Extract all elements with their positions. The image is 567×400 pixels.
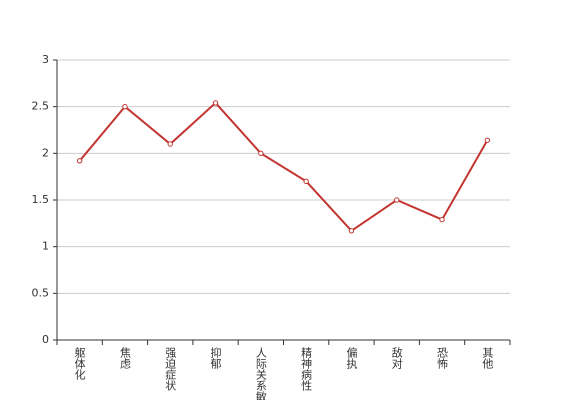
point — [484, 137, 491, 143]
y-tick-label: 3 — [42, 53, 49, 66]
y-tick-label: 1.5 — [32, 193, 50, 206]
x-tick-label: 恐怖 — [436, 347, 449, 369]
point — [167, 141, 173, 147]
y-tick-label: 1 — [42, 240, 49, 253]
point — [348, 228, 355, 234]
point — [439, 216, 445, 223]
x-tick-label: 焦虑 — [118, 347, 131, 369]
x-tick-label: 人际关系敏感 — [254, 347, 267, 400]
x-tick-label: 躯体化 — [73, 347, 86, 381]
line — [78, 101, 489, 233]
x-tick-label: 其他 — [481, 347, 494, 369]
point — [303, 178, 309, 185]
y-tick-label: 0.5 — [32, 286, 50, 299]
x-tick-label: 抑郁 — [209, 346, 222, 369]
x-tick-label: 强迫症状 — [164, 347, 177, 391]
point — [212, 100, 219, 106]
point — [76, 158, 83, 164]
point — [122, 103, 128, 110]
point — [394, 197, 400, 203]
x-tick-label: 精神病性 — [300, 347, 313, 392]
y-tick-label: 0 — [42, 333, 49, 346]
y-tick-label: 2 — [42, 146, 49, 159]
x-tick-label: 偏执 — [345, 346, 358, 370]
y-tick-label: 2.5 — [32, 100, 50, 113]
x-tick-label: 敌对 — [390, 346, 403, 369]
point — [258, 150, 264, 157]
